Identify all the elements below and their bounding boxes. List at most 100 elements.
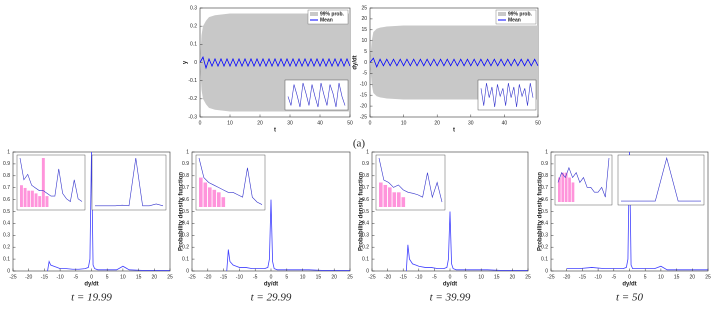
y-tick-label: 0.1 <box>190 42 197 48</box>
y-tick-label: 0.7 <box>182 185 189 191</box>
panel-caption: t = 50 <box>616 292 643 304</box>
x-tick-label: -15 <box>220 274 227 280</box>
inset-line <box>95 157 164 207</box>
y-tick-label: 1 <box>366 149 369 155</box>
x-axis-label: dy/dt <box>443 282 457 288</box>
series-line <box>47 151 170 272</box>
x-tick-label: -15 <box>400 274 407 280</box>
x-tick-label: 5 <box>644 274 647 280</box>
inset-bar <box>571 182 575 202</box>
inset-bar <box>397 192 401 207</box>
y-tick-label: 0.6 <box>3 197 10 203</box>
x-tick-label: -10 <box>56 274 63 280</box>
x-tick-label: -20 <box>204 274 211 280</box>
y-tick-label: 0.9 <box>182 161 189 167</box>
x-tick-label: -25 <box>9 274 16 280</box>
x-tick-label: 30 <box>468 120 474 126</box>
x-axis-label: t <box>453 128 455 134</box>
y-tick-label: -15 <box>360 93 367 99</box>
legend-label: Mean <box>508 17 521 23</box>
x-tick-label: 50 <box>535 120 541 126</box>
y-tick-label: -25 <box>360 114 367 120</box>
y-tick-label: 0.4 <box>3 221 10 227</box>
legend-label: 99% prob. <box>320 11 345 17</box>
x-tick-label: 20 <box>434 120 440 126</box>
y-tick-label: 0.8 <box>3 173 10 179</box>
x-tick-label: 10 <box>120 274 126 280</box>
inset-bar <box>41 158 45 207</box>
inset-line <box>19 157 83 203</box>
y-tick-label: 0.6 <box>182 197 189 203</box>
inset-line <box>378 157 443 203</box>
y-axis-label: Probability density function <box>538 172 544 251</box>
y-tick-label: 0.7 <box>362 185 369 191</box>
y-tick-label: 0.3 <box>362 233 369 239</box>
y-tick-label: -0.1 <box>188 78 197 84</box>
x-tick-label: -5 <box>432 274 437 280</box>
y-tick-label: 0.6 <box>362 197 369 203</box>
y-tick-label: 0.2 <box>3 245 10 251</box>
y-tick-label: 15 <box>361 27 367 33</box>
x-tick-label: -25 <box>368 274 375 280</box>
y-tick-label: 0.4 <box>362 221 369 227</box>
y-tick-label: 0.3 <box>190 5 197 11</box>
y-tick-label: 0.1 <box>182 256 189 262</box>
panel-label: (a) <box>353 138 366 150</box>
inset-frame <box>91 154 167 211</box>
x-tick-label: 10 <box>300 274 306 280</box>
inset-line <box>621 156 701 202</box>
inset-bar <box>30 190 34 207</box>
x-tick-label: 5 <box>285 274 288 280</box>
x-tick-label: -20 <box>384 274 391 280</box>
inset-bar <box>212 189 217 207</box>
inset-bar <box>34 193 38 207</box>
x-tick-label: -10 <box>594 274 601 280</box>
series-line <box>199 55 351 70</box>
y-tick-label: -10 <box>360 82 367 88</box>
x-tick-label: 15 <box>316 274 322 280</box>
y-tick-label: 0.4 <box>541 221 548 227</box>
y-tick-label: 0 <box>364 60 367 66</box>
x-tick-label: -5 <box>612 274 617 280</box>
legend-label: 99% prob. <box>508 11 533 17</box>
y-tick-label: 0.5 <box>362 209 369 215</box>
x-tick-label: 40 <box>317 120 323 126</box>
legend-swatch <box>498 12 506 16</box>
y-tick-label: 0.7 <box>541 185 548 191</box>
x-tick-label: 25 <box>347 274 353 280</box>
inset-frame <box>195 154 266 211</box>
inset-bar <box>561 172 565 202</box>
series-line <box>369 57 539 68</box>
y-tick-label: 0.2 <box>362 245 369 251</box>
x-tick-label: -25 <box>547 274 554 280</box>
inset-line <box>480 82 534 108</box>
y-tick-label: -20 <box>360 103 367 109</box>
y-tick-label: 10 <box>361 38 367 44</box>
inset-bar <box>27 190 31 207</box>
inset-bar <box>23 187 27 207</box>
x-tick-label: -15 <box>41 274 48 280</box>
x-tick-label: 20 <box>331 274 337 280</box>
x-tick-label: -5 <box>74 274 79 280</box>
y-tick-label: 0 <box>366 268 369 274</box>
y-tick-label: 0 <box>7 268 10 274</box>
inset-line <box>198 157 263 205</box>
y-tick-label: 0.7 <box>3 185 10 191</box>
legend-swatch <box>310 12 318 16</box>
y-tick-label: 0.5 <box>3 209 10 215</box>
x-tick-label: 20 <box>257 120 263 126</box>
x-tick-label: -10 <box>236 274 243 280</box>
x-axis-label: dy/dt <box>84 282 98 288</box>
y-tick-label: 1 <box>186 149 189 155</box>
legend-label: Mean <box>320 17 333 23</box>
inset-bar <box>20 185 23 207</box>
inset-frame <box>375 154 446 211</box>
y-tick-label: 0.8 <box>182 173 189 179</box>
x-tick-label: -20 <box>563 274 570 280</box>
y-tick-label: 0.9 <box>541 161 548 167</box>
x-tick-label: 15 <box>136 274 142 280</box>
x-tick-label: 5 <box>464 274 467 280</box>
x-tick-label: 25 <box>167 274 173 280</box>
y-tick-label: 0.1 <box>3 256 10 262</box>
